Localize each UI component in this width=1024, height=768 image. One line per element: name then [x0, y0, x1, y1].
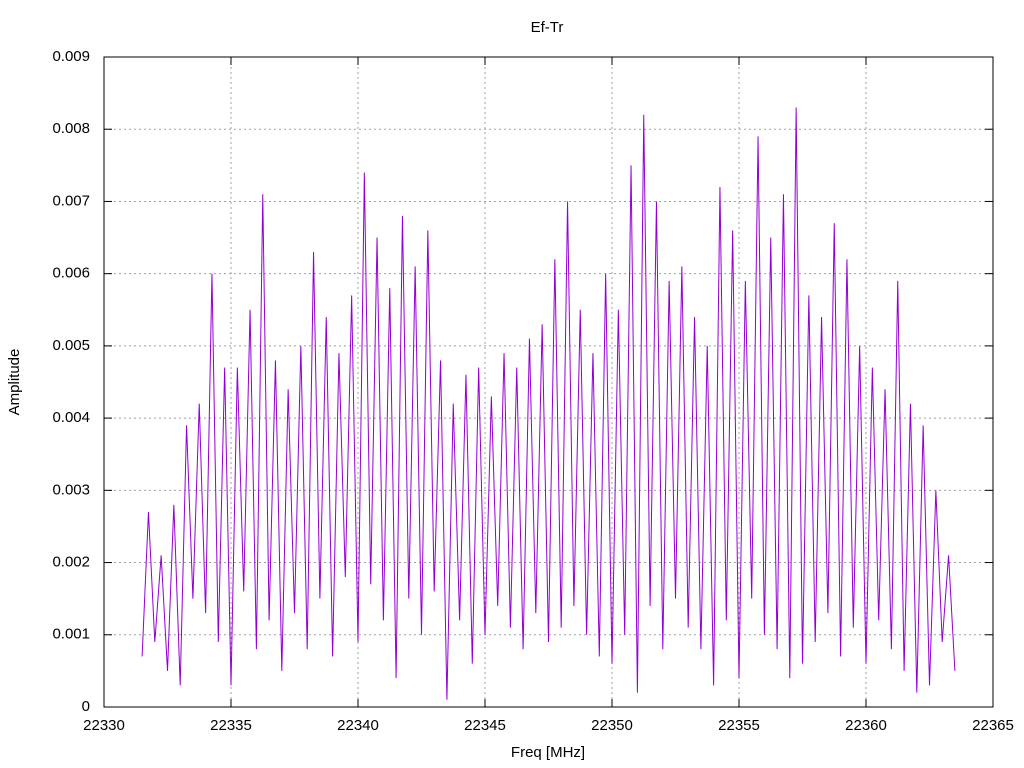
x-tick-label: 22365 — [972, 717, 1014, 734]
y-tick-label: 0.002 — [52, 554, 90, 571]
x-tick-label: 22350 — [591, 717, 633, 734]
x-axis-label: Freq [MHz] — [511, 744, 585, 761]
x-tick-label: 22360 — [845, 717, 887, 734]
data-line — [141, 107, 956, 700]
x-tick-label: 22355 — [718, 717, 760, 734]
x-tick-label: 22330 — [83, 717, 125, 734]
y-tick-label: 0.009 — [52, 48, 90, 65]
plot-border — [103, 56, 994, 708]
y-tick-label: 0.001 — [52, 626, 90, 643]
chart-title: Ef-Tr — [531, 19, 564, 36]
y-tick-label: 0.006 — [52, 265, 90, 282]
y-tick-label: 0.005 — [52, 337, 90, 354]
y-tick-label: 0.003 — [52, 481, 90, 498]
y-tick-label: 0 — [82, 698, 90, 715]
y-axis-label: Amplitude — [6, 349, 23, 416]
x-tick-label: 22335 — [210, 717, 252, 734]
y-tick-label: 0.004 — [52, 409, 90, 426]
y-tick-label: 0.008 — [52, 120, 90, 137]
x-tick-label: 22345 — [464, 717, 506, 734]
y-tick-label: 0.007 — [52, 192, 90, 209]
x-tick-label: 22340 — [337, 717, 379, 734]
